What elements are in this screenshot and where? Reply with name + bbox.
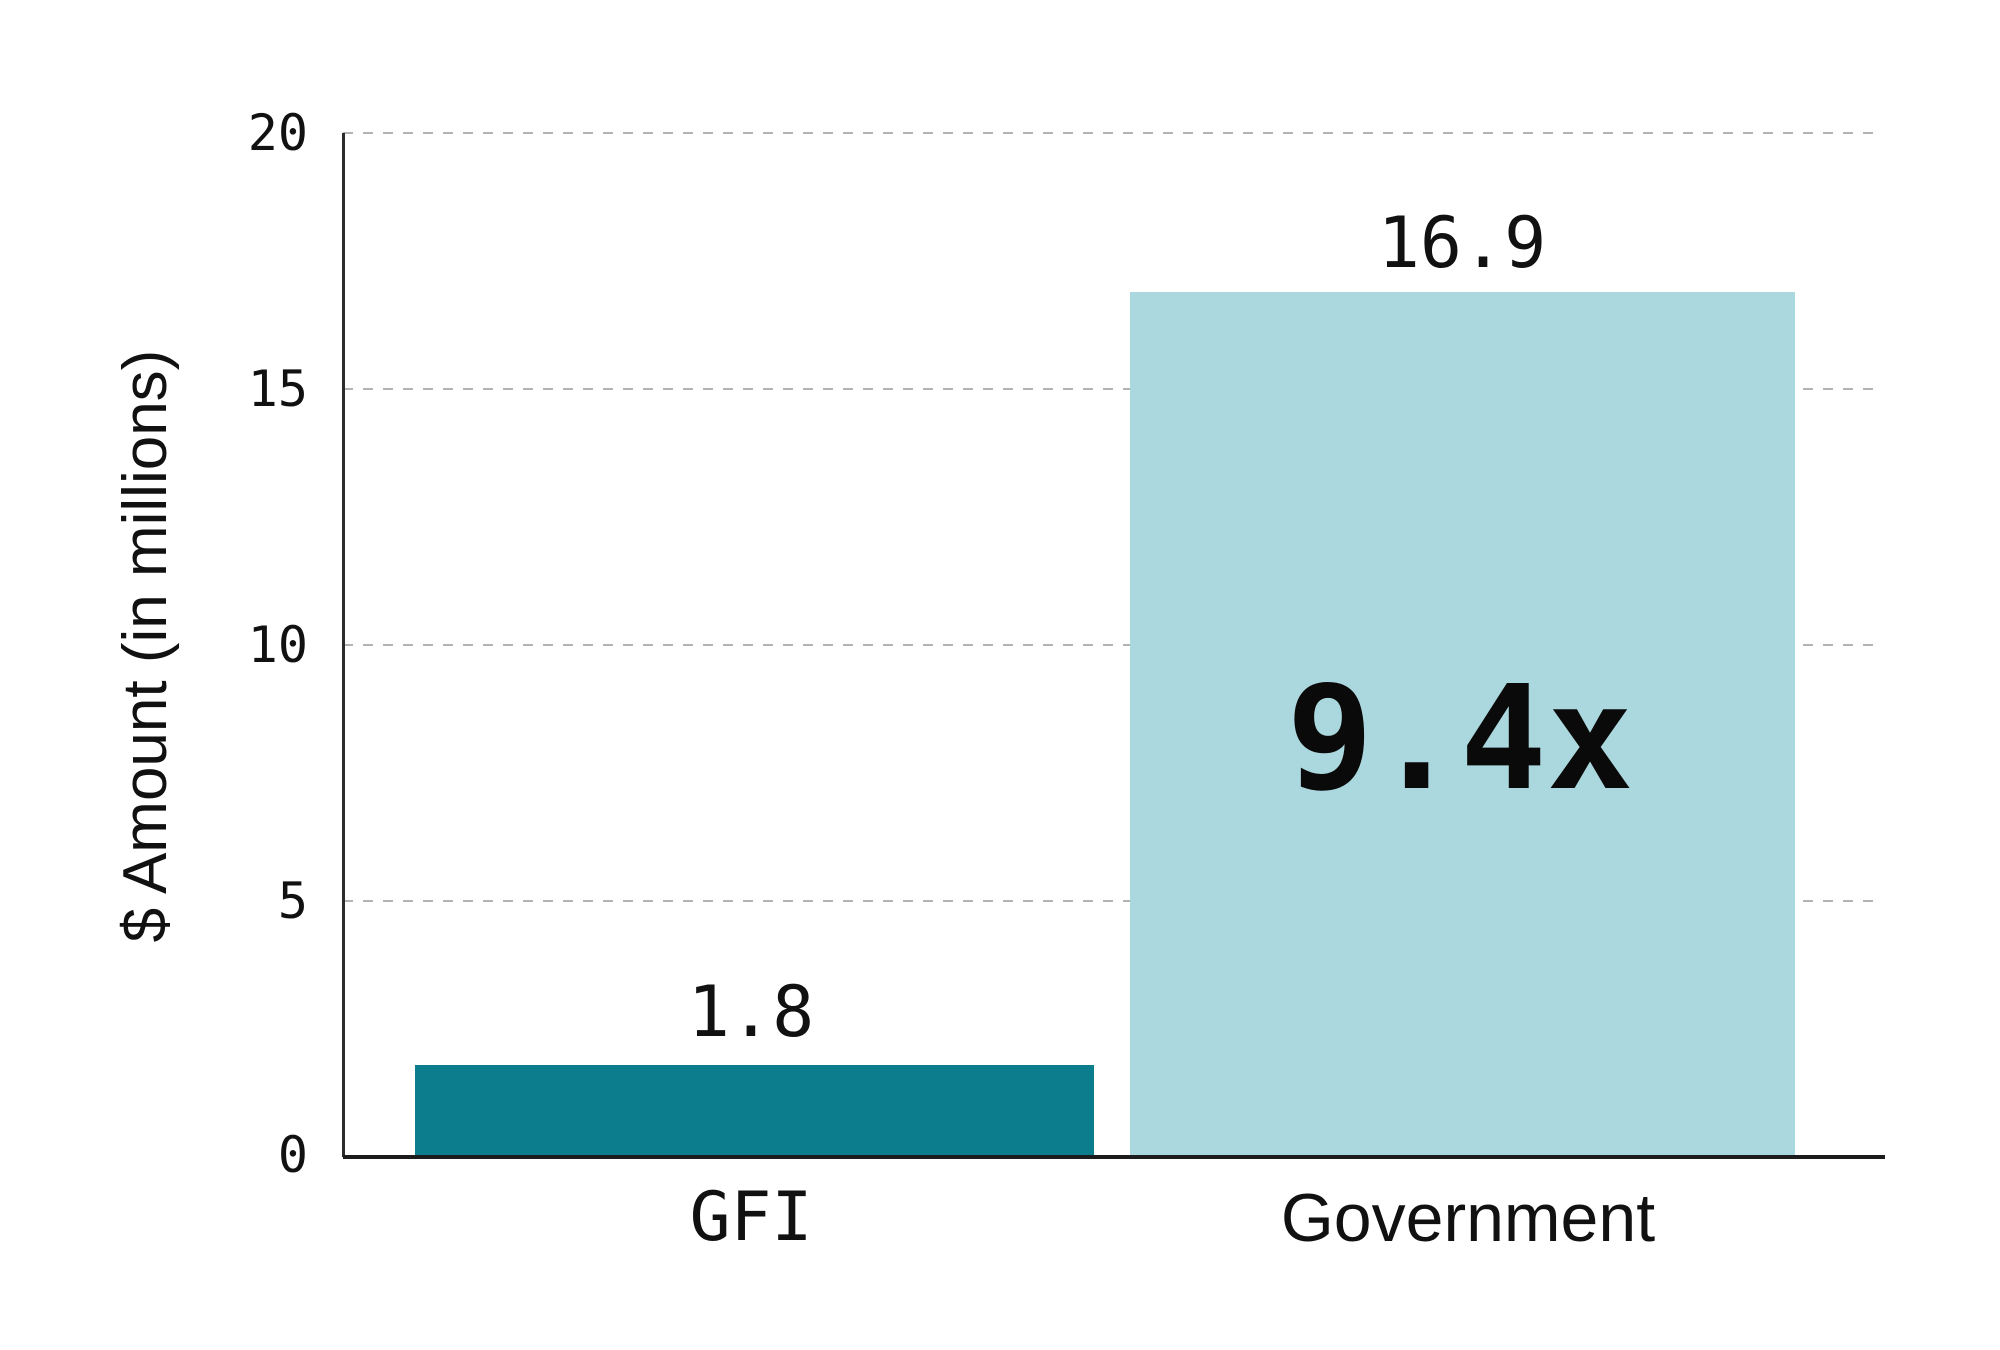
y-axis-title: $ Amount (in millions) bbox=[111, 349, 180, 943]
gridline-10 bbox=[343, 644, 1883, 646]
x-tick-label-government: Government bbox=[1280, 1180, 1656, 1256]
y-tick-label-0: 0 bbox=[277, 1126, 308, 1184]
y-tick-label-20: 20 bbox=[247, 104, 308, 162]
multiplier-annotation: 9.4x bbox=[1286, 654, 1634, 822]
gridline-5 bbox=[343, 900, 1883, 902]
y-axis-line bbox=[342, 133, 345, 1157]
y-tick-label-5: 5 bbox=[277, 872, 308, 930]
value-label-government: 16.9 bbox=[1377, 202, 1547, 284]
y-tick-label-10: 10 bbox=[247, 616, 308, 674]
y-tick-label-15: 15 bbox=[247, 360, 308, 418]
x-axis-line bbox=[343, 1155, 1885, 1159]
bar-gfi bbox=[415, 1064, 1094, 1157]
gridline-15 bbox=[343, 388, 1883, 390]
bar-government bbox=[1130, 291, 1795, 1157]
x-tick-label-gfi: GFI bbox=[689, 1178, 813, 1257]
gridline-20 bbox=[343, 132, 1883, 134]
value-label-gfi: 1.8 bbox=[687, 971, 815, 1053]
